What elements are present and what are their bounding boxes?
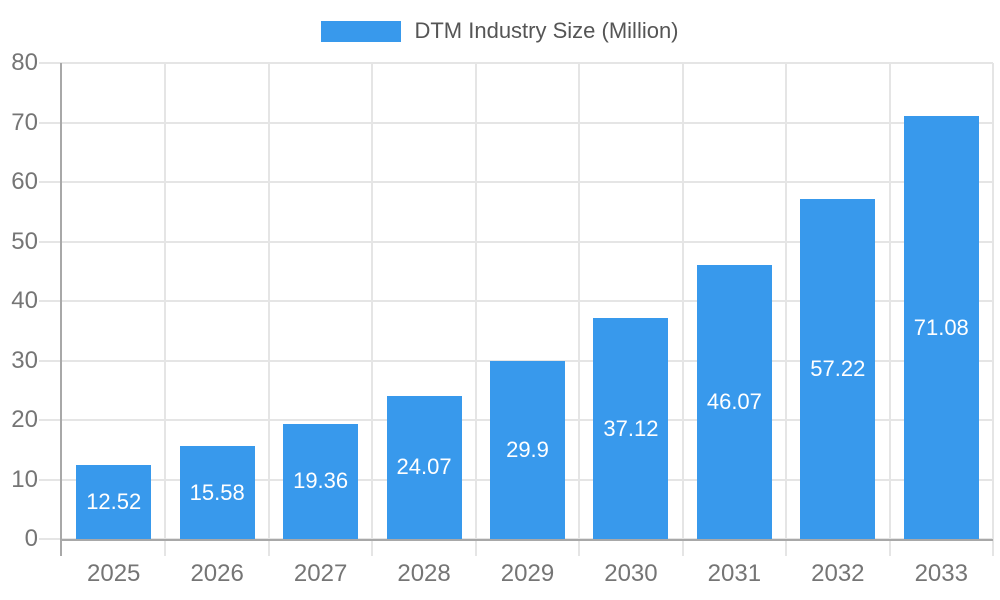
bar-value-label: 29.9 [506,437,549,463]
legend-swatch [321,20,402,42]
x-axis-tick-label: 2031 [707,560,762,587]
y-axis-tick-label: 60 [11,168,38,195]
y-axis-line [60,63,62,556]
gridline-vertical [474,63,477,556]
y-axis-tick-label: 20 [11,406,38,433]
gridline-vertical [992,63,994,556]
gridline-vertical [681,63,684,556]
bar [800,198,876,539]
bar-value-label: 37.12 [603,415,659,441]
gridline-horizontal [39,181,993,183]
x-axis-tick-label: 2026 [190,560,244,587]
bar-value-label: 24.07 [396,454,452,480]
gridline-horizontal [39,300,993,302]
bar [593,318,669,539]
bar [386,395,462,539]
bar-value-label: 15.58 [189,479,245,505]
x-axis-tick-label: 2033 [914,560,968,587]
gridline-vertical [888,63,891,556]
gridline-vertical [785,63,788,556]
bar-value-label: 57.22 [810,355,866,381]
gridline-vertical [371,63,374,556]
bar-value-label: 12.52 [86,488,142,514]
y-axis-tick-label: 10 [11,465,38,493]
gridline-vertical [578,63,581,556]
bar-value-label: 71.08 [913,314,969,340]
gridline-horizontal [39,359,993,362]
x-axis-tick-label: 2027 [293,560,348,587]
bar [903,116,979,539]
y-axis-tick-label: 30 [11,346,38,374]
gridline-vertical [267,63,270,556]
bar [696,264,772,539]
legend-label: DTM Industry Size (Million) [414,18,679,43]
gridline-horizontal [39,62,993,64]
x-axis-tick-label: 2028 [397,560,451,587]
y-axis-tick-label: 70 [11,108,38,136]
x-axis-tick-label: 2029 [500,560,555,587]
y-axis-tick-label: 80 [11,49,38,76]
y-axis-tick-label: 50 [11,227,38,255]
x-axis-tick-label: 2030 [604,560,658,587]
bar [179,446,255,539]
bar [283,423,359,539]
x-axis-tick-label: 2032 [811,560,865,587]
gridline-horizontal [39,121,993,124]
gridline-horizontal [39,240,993,243]
x-axis-tick-label: 2025 [87,560,141,587]
y-axis-tick-label: 40 [11,287,38,314]
legend[interactable]: DTM Industry Size (Million) [0,14,1000,48]
y-axis-tick-label: 0 [24,525,38,552]
bar-value-label: 19.36 [293,468,349,494]
bar-value-label: 46.07 [706,388,762,414]
bar [490,361,565,539]
x-axis-line [60,539,993,541]
gridline-vertical [164,63,167,556]
bar [76,464,152,539]
